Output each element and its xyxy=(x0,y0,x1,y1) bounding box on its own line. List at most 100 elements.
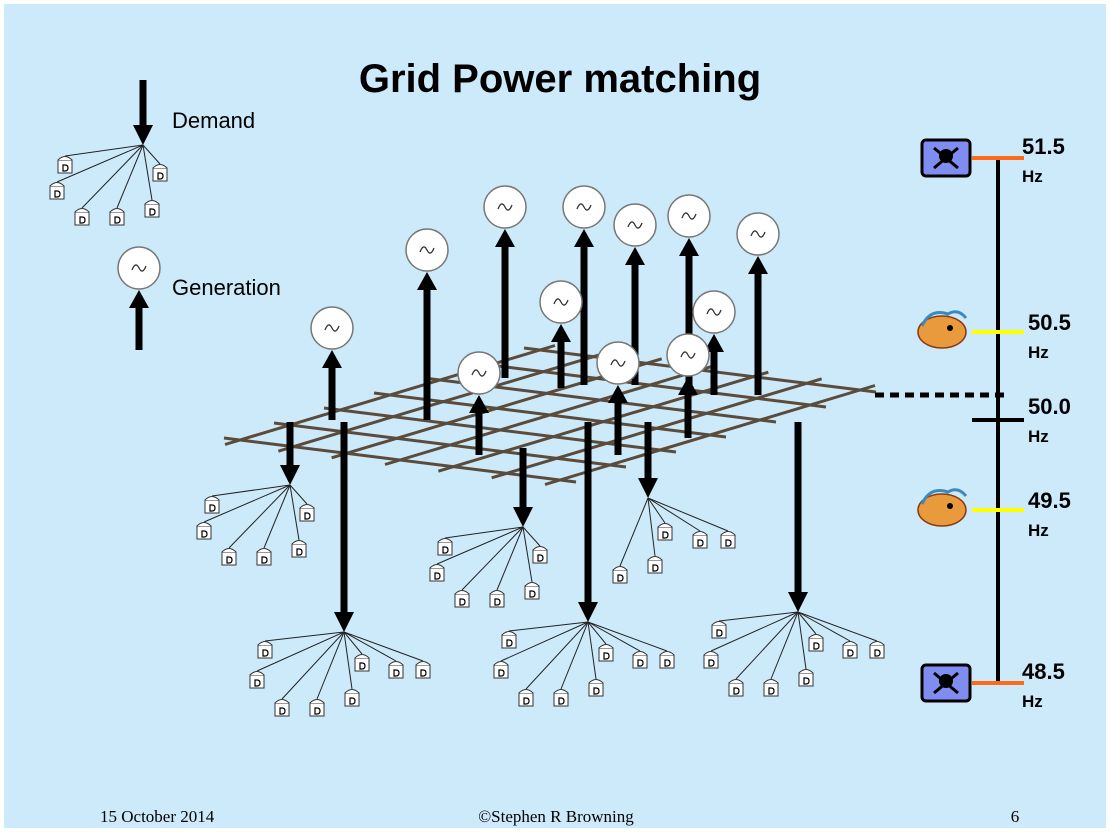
feeder xyxy=(116,144,144,209)
arrow-head xyxy=(133,125,153,145)
house-roof xyxy=(612,566,628,571)
house-roof xyxy=(257,641,273,646)
generator-symbol xyxy=(324,324,340,332)
feeder xyxy=(587,621,597,680)
house-mark xyxy=(664,659,671,667)
house-roof xyxy=(388,661,404,666)
house-roof xyxy=(808,634,824,639)
house-roof xyxy=(204,496,220,501)
house-roof xyxy=(598,644,614,649)
house-roof xyxy=(57,156,73,161)
house-mark xyxy=(296,548,303,556)
feeder xyxy=(203,484,291,523)
frequency-value: 50.5 xyxy=(1028,310,1071,335)
feeder xyxy=(522,526,541,547)
frequency-value: 48.5 xyxy=(1022,659,1065,684)
feeder xyxy=(500,621,589,662)
frequency-value: 49.5 xyxy=(1028,488,1071,513)
feeder xyxy=(770,611,799,680)
dragon-eye xyxy=(947,325,953,331)
house-mark xyxy=(529,590,536,598)
generator-symbol xyxy=(750,230,766,238)
house-roof xyxy=(274,699,290,704)
generator-symbol xyxy=(553,298,569,306)
generator-symbol xyxy=(706,308,722,316)
house-mark xyxy=(494,598,501,606)
house-mark xyxy=(708,659,715,667)
house-mark xyxy=(537,554,544,562)
generator-symbol xyxy=(681,212,697,220)
house-roof xyxy=(869,641,885,646)
arrow-head xyxy=(280,465,300,485)
generator-symbol xyxy=(497,203,513,211)
house-roof xyxy=(588,679,604,684)
feeder xyxy=(64,144,144,157)
frequency-unit: Hz xyxy=(1028,427,1049,446)
house-mark xyxy=(261,556,268,564)
house-roof xyxy=(489,590,505,595)
dragon-mane xyxy=(920,310,968,327)
arrow-head xyxy=(678,377,698,395)
frequency-unit: Hz xyxy=(1022,167,1043,186)
feeder xyxy=(797,611,851,642)
feeder xyxy=(647,497,729,532)
house-roof xyxy=(703,651,719,656)
feeder xyxy=(619,497,649,567)
feeder xyxy=(316,631,345,700)
feeder xyxy=(343,631,397,662)
footer-date: 15 October 2014 xyxy=(100,807,215,826)
house-mark xyxy=(114,216,121,224)
arrow-head xyxy=(748,256,768,274)
feeder xyxy=(142,144,161,165)
house-roof xyxy=(74,208,90,213)
generator-symbol xyxy=(610,359,626,367)
house-mark xyxy=(558,697,565,705)
arrow-head xyxy=(334,612,354,632)
generator-symbol xyxy=(680,351,696,359)
arrow-head xyxy=(788,592,808,612)
house-roof xyxy=(692,531,708,536)
house-mark xyxy=(254,679,261,687)
feeder xyxy=(797,611,807,670)
house-roof xyxy=(728,679,744,684)
arrow-head xyxy=(578,602,598,622)
house-roof xyxy=(711,621,727,626)
house-roof xyxy=(720,531,736,536)
house-roof xyxy=(429,564,445,569)
feeder xyxy=(343,631,353,690)
feeder xyxy=(56,144,144,183)
generator-symbol xyxy=(576,203,592,211)
dragon-icon xyxy=(917,315,967,349)
house-roof xyxy=(553,689,569,694)
arrow-head xyxy=(679,238,699,256)
grid-line xyxy=(473,361,827,409)
feeder xyxy=(560,621,589,690)
feeder xyxy=(647,497,656,557)
arrow-head xyxy=(513,507,533,527)
feeder xyxy=(343,631,363,655)
arrow-head xyxy=(608,385,628,403)
house-roof xyxy=(152,164,168,169)
house-mark xyxy=(725,539,732,547)
feeder xyxy=(142,144,153,201)
arrow-head xyxy=(495,229,515,247)
dragon-mane xyxy=(920,488,968,505)
house-roof xyxy=(196,522,212,527)
house-mark xyxy=(803,677,810,685)
generator-symbol xyxy=(131,264,147,272)
house-mark xyxy=(314,707,321,715)
house-mark xyxy=(54,190,61,198)
feeder xyxy=(647,497,666,524)
feeder xyxy=(436,526,524,565)
house-roof xyxy=(309,699,325,704)
feeder xyxy=(797,611,817,635)
house-roof xyxy=(454,590,470,595)
generator-symbol xyxy=(419,246,435,254)
house-mark xyxy=(617,574,624,582)
house-mark xyxy=(459,598,466,606)
feeder xyxy=(461,526,524,591)
house-roof xyxy=(291,540,307,545)
house-mark xyxy=(506,639,513,647)
feeder xyxy=(735,611,799,680)
crossbones xyxy=(933,671,959,695)
